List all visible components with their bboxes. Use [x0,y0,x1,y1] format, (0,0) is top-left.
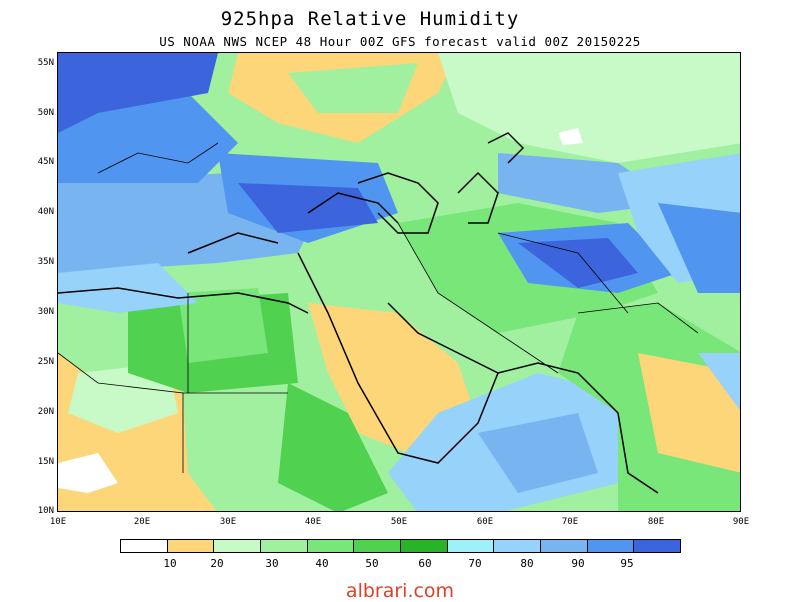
colorbar-swatch [121,540,168,552]
colorbar-label: 60 [418,557,432,570]
colorbar-swatch [214,540,262,552]
lon-label: 50E [390,517,408,527]
colorbar-label: 30 [265,557,279,570]
colorbar-label: 90 [571,557,585,570]
colorbar-label: 80 [520,557,534,570]
colorbar-label: 70 [468,557,482,570]
lat-label: 35N [37,257,54,267]
lon-label: 30E [219,517,237,527]
colorbar [120,539,681,553]
colorbar-swatch [587,540,635,552]
colorbar-swatch [354,540,402,552]
lat-label: 20N [37,407,54,417]
lat-label: 30N [37,307,54,317]
colorbar-label: 20 [210,557,224,570]
map-title: 925hpa Relative Humidity [220,8,520,30]
colorbar-label: 10 [163,557,177,570]
lon-label: 70E [561,517,579,527]
lat-label: 15N [37,457,54,467]
lon-label: 80E [647,517,665,527]
lat-label: 40N [37,207,54,217]
humidity-field [58,53,740,511]
lat-label: 25N [37,357,54,367]
colorbar-swatch [167,540,215,552]
colorbar-swatch [261,540,308,552]
colorbar-swatch [494,540,542,552]
lon-label: 20E [133,517,151,527]
lon-label: 60E [476,517,494,527]
watermark: albrari.com [345,580,455,602]
colorbar-swatch [307,540,355,552]
humidity-map [57,52,741,512]
colorbar-label: 95 [620,557,634,570]
lat-label: 10N [37,506,54,516]
colorbar-swatch [541,540,588,552]
lon-label: 10E [49,517,67,527]
lat-label: 50N [37,108,54,118]
lat-label: 55N [37,58,54,68]
colorbar-swatch [401,540,448,552]
lon-label: 90E [732,517,750,527]
colorbar-label: 40 [315,557,329,570]
lon-label: 40E [304,517,322,527]
colorbar-swatch [447,540,495,552]
map-subtitle: US NOAA NWS NCEP 48 Hour 00Z GFS forecas… [159,34,641,49]
colorbar-label: 50 [365,557,379,570]
colorbar-swatch [634,540,681,552]
lat-label: 45N [37,157,54,167]
